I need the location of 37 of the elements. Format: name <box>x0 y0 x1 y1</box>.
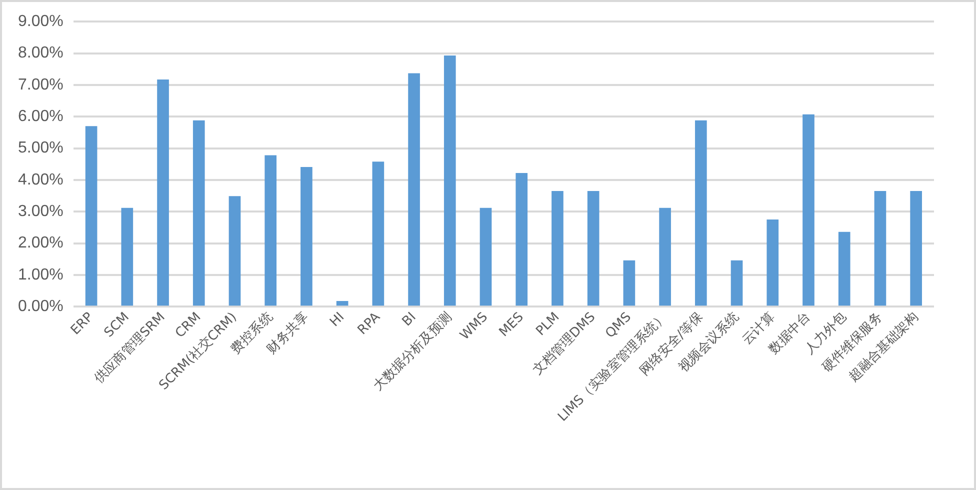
bar <box>694 120 707 306</box>
bar <box>766 220 779 306</box>
bar <box>802 114 814 306</box>
y-tick-label: 1.00% <box>18 266 64 284</box>
bar <box>587 191 600 306</box>
bar <box>157 80 169 306</box>
bar <box>300 166 312 306</box>
y-tick-label: 7.00% <box>18 76 64 94</box>
bar <box>552 191 564 306</box>
bar <box>264 155 277 306</box>
bar <box>659 208 671 306</box>
bar <box>408 73 420 306</box>
bar <box>874 191 886 306</box>
y-tick-label: 5.00% <box>18 140 64 157</box>
x-tick-label: RPA <box>355 310 384 338</box>
bar <box>336 300 348 306</box>
y-tick-label: 2.00% <box>18 234 64 252</box>
bar <box>192 120 205 306</box>
bar <box>516 172 528 306</box>
y-tick-label: 8.00% <box>18 44 64 62</box>
bar <box>121 208 134 306</box>
y-tick-label: 9.00% <box>18 13 64 30</box>
y-tick-label: 4.00% <box>18 171 64 188</box>
y-tick-label: 6.00% <box>18 108 64 126</box>
bar <box>480 208 492 306</box>
bar <box>444 55 456 306</box>
bar <box>838 232 850 306</box>
x-tick-label: HI <box>327 310 348 330</box>
bar <box>372 162 384 306</box>
bar <box>85 126 98 306</box>
bar <box>910 191 922 306</box>
y-tick-label: 0.00% <box>18 298 64 316</box>
bar <box>730 260 743 306</box>
bar <box>228 196 241 306</box>
x-tick-label: BI <box>400 310 420 330</box>
y-tick-label: 3.00% <box>18 203 64 220</box>
bar <box>623 260 636 306</box>
